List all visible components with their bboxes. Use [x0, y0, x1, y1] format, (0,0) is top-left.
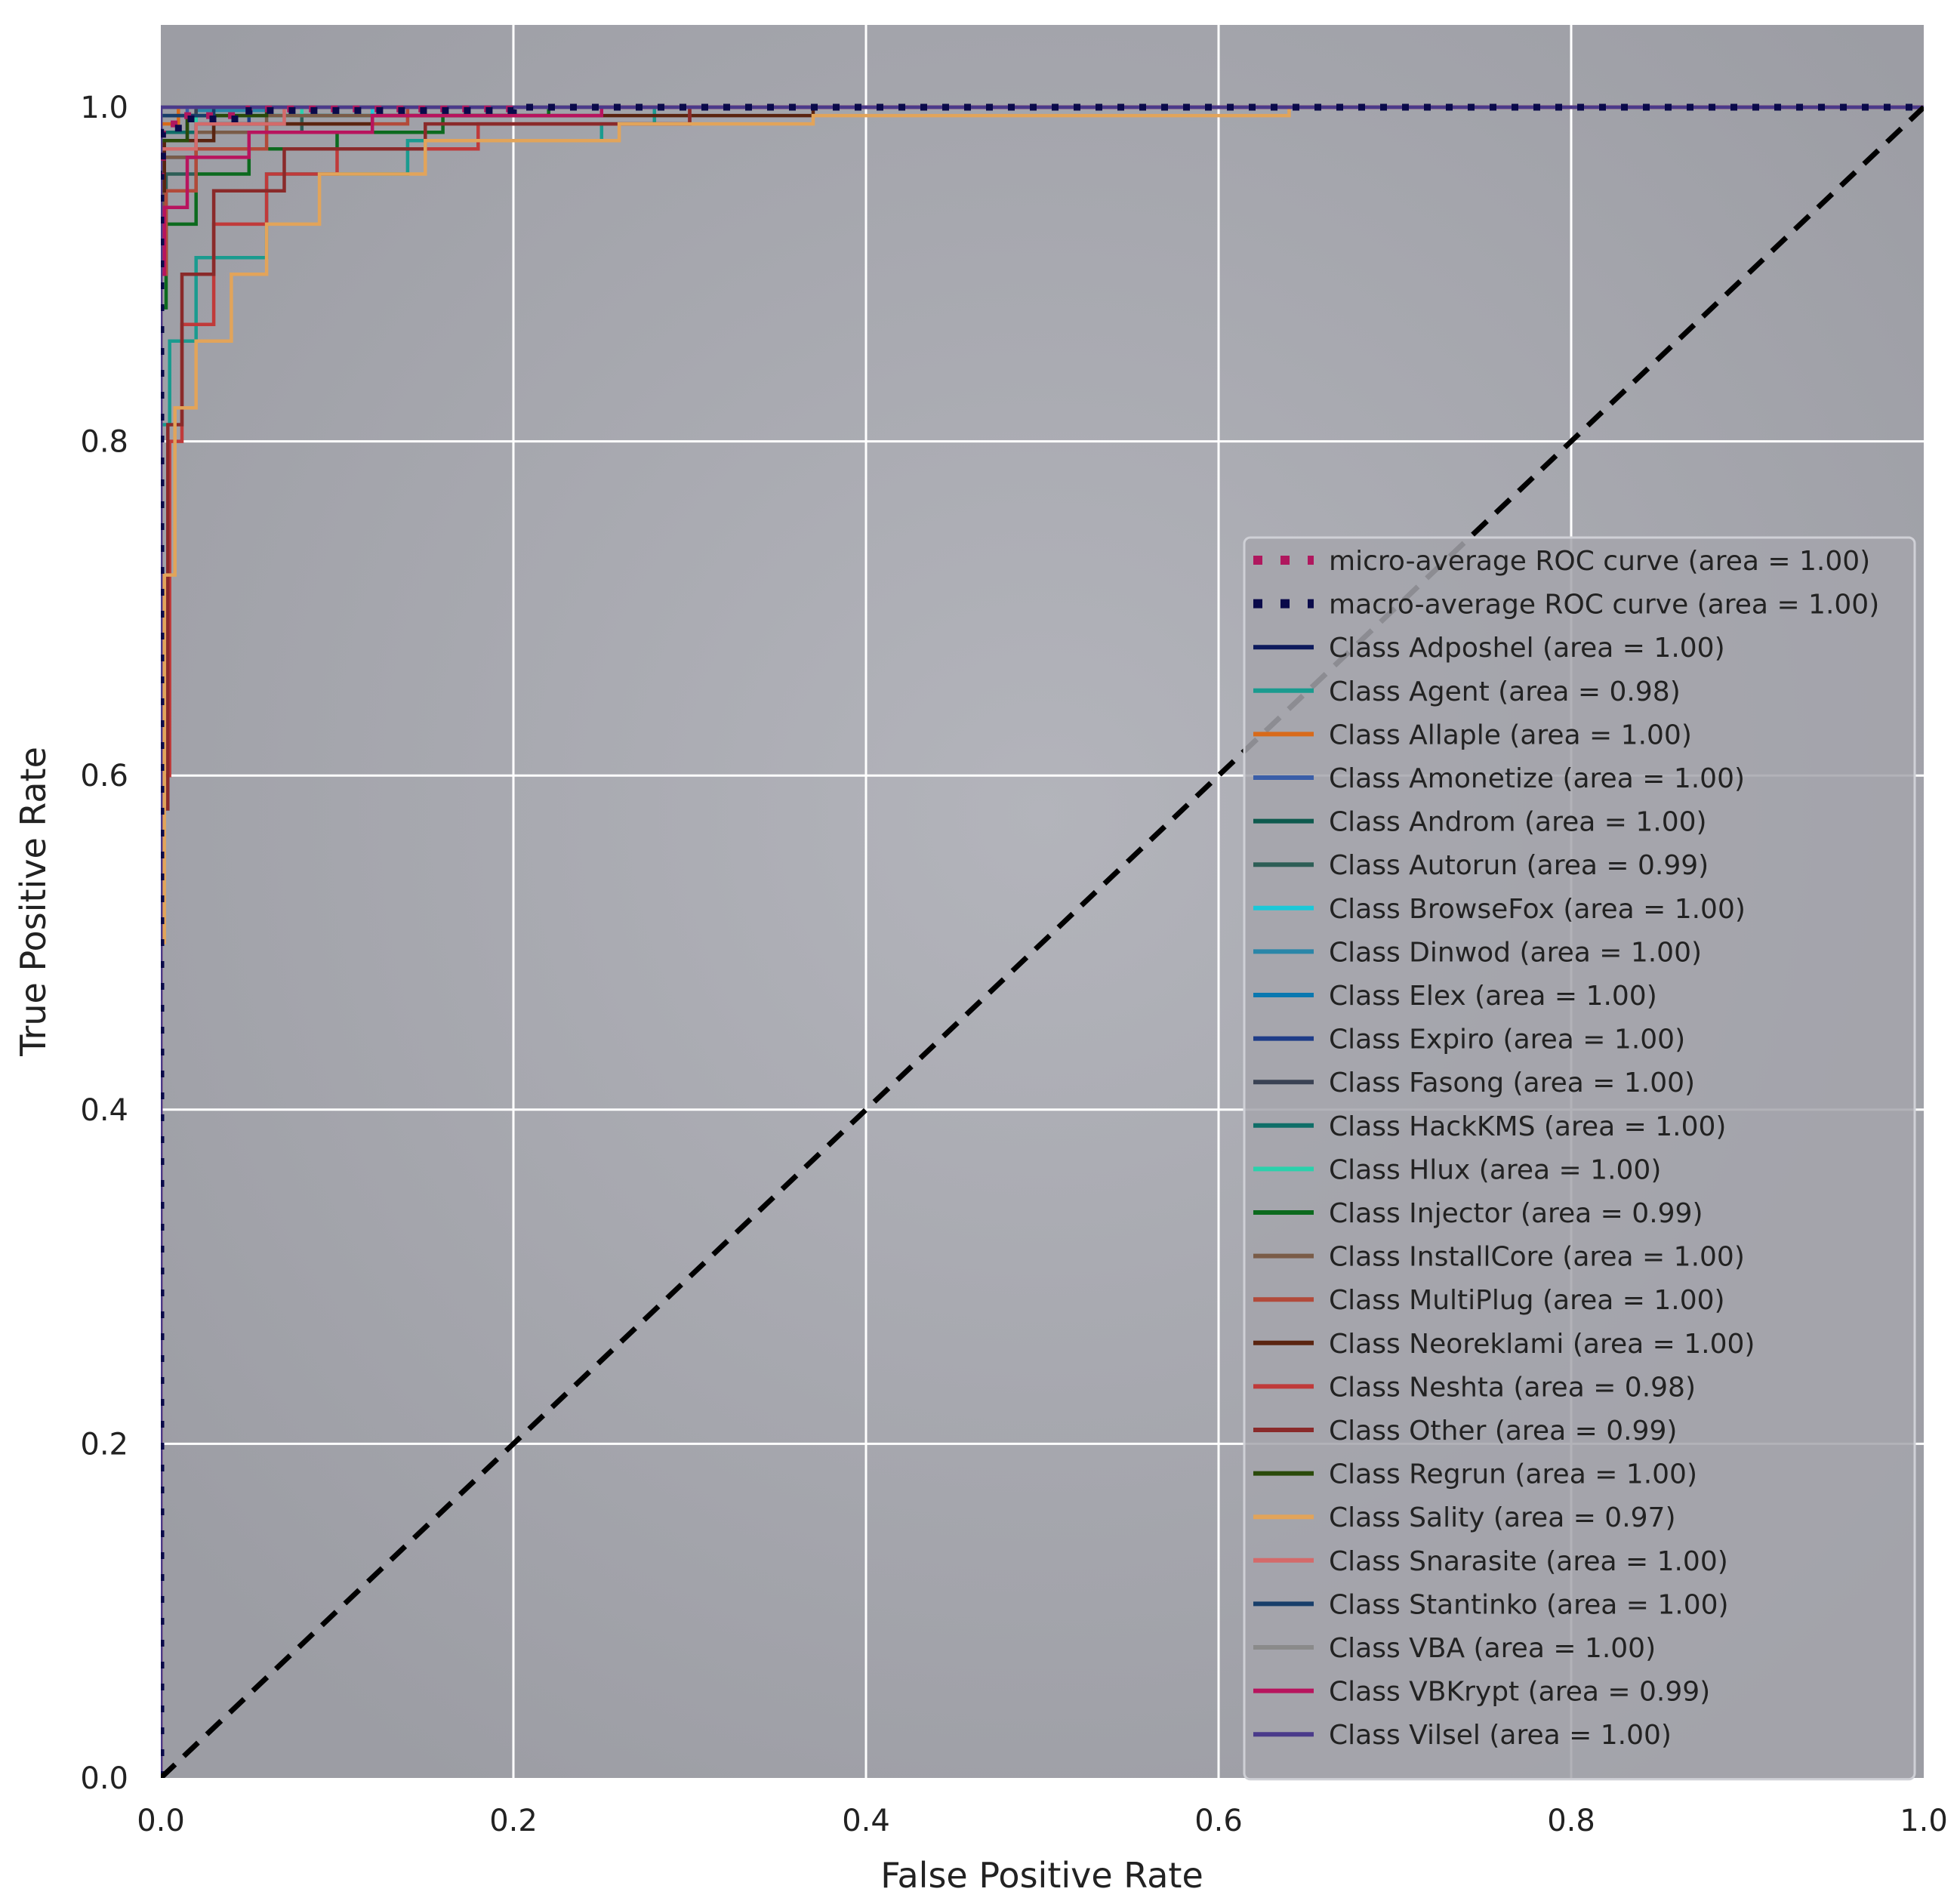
- legend-item: Class Adposhel (area = 1.00): [1253, 633, 1725, 664]
- y-tick-label: 1.0: [80, 91, 128, 125]
- legend-item: Class Snarasite (area = 1.00): [1253, 1546, 1728, 1577]
- roc-curves: [161, 103, 1924, 1778]
- legend-item: micro-average ROC curve (area = 1.00): [1253, 546, 1870, 577]
- legend-label: Class Stantinko (area = 1.00): [1329, 1589, 1729, 1620]
- x-tick-label: 0.6: [1194, 1804, 1243, 1838]
- roc-curve: [161, 105, 1924, 1778]
- legend-item: Class Fasong (area = 1.00): [1253, 1068, 1695, 1098]
- legend-item: Class Allaple (area = 1.00): [1253, 719, 1692, 750]
- chance-line: [161, 105, 1924, 1778]
- legend-label: Class Other (area = 0.99): [1329, 1416, 1677, 1447]
- legend-label: Class Regrun (area = 1.00): [1329, 1459, 1697, 1490]
- legend-label: Class Vilsel (area = 1.00): [1329, 1720, 1672, 1751]
- x-tick-label: 1.0: [1900, 1804, 1948, 1838]
- legend-item: Class Neoreklami (area = 1.00): [1253, 1329, 1755, 1360]
- legend-label: Class HackKMS (area = 1.00): [1329, 1111, 1726, 1142]
- legend-label: macro-average ROC curve (area = 1.00): [1329, 590, 1879, 621]
- legend-label: Class Amonetize (area = 1.00): [1329, 763, 1745, 794]
- legend-label: Class Hlux (area = 1.00): [1329, 1154, 1661, 1185]
- legend-item: Class Expiro (area = 1.00): [1253, 1024, 1685, 1055]
- legend-item: Class Neshta (area = 0.98): [1253, 1372, 1696, 1403]
- legend-label: Class Allaple (area = 1.00): [1329, 719, 1692, 750]
- legend-label: Class BrowseFox (area = 1.00): [1329, 894, 1746, 925]
- legend-item: Class VBA (area = 1.00): [1253, 1633, 1656, 1664]
- legend-label: Class VBA (area = 1.00): [1329, 1633, 1656, 1664]
- legend-label: Class Androm (area = 1.00): [1329, 807, 1707, 838]
- y-tick-label: 0.6: [80, 759, 128, 793]
- legend-item: Class VBKrypt (area = 0.99): [1253, 1677, 1710, 1708]
- legend-item: Class Sality (area = 0.97): [1253, 1502, 1676, 1533]
- roc-curve: [161, 105, 1924, 1778]
- legend: micro-average ROC curve (area = 1.00) mac…: [1243, 536, 1916, 1781]
- roc-curve: [161, 103, 1924, 1778]
- legend-label: Class Sality (area = 0.97): [1329, 1502, 1676, 1533]
- x-tick-label: 0.4: [842, 1804, 890, 1838]
- roc-curve: [161, 105, 1924, 1778]
- y-axis-ticks: 0.0 0.2 0.4 0.6 0.8 1.0: [80, 91, 128, 1796]
- y-tick-label: 0.0: [80, 1761, 128, 1796]
- y-tick-label: 0.4: [80, 1093, 128, 1128]
- legend-label: Class Injector (area = 0.99): [1329, 1198, 1703, 1229]
- legend-label: Class Agent (area = 0.98): [1329, 676, 1681, 707]
- legend-item: Class Other (area = 0.99): [1253, 1416, 1677, 1447]
- legend-item: Class BrowseFox (area = 1.00): [1253, 894, 1746, 925]
- legend-item: Class Injector (area = 0.99): [1253, 1198, 1703, 1229]
- roc-curve: [161, 105, 1924, 1778]
- legend-label: Class Adposhel (area = 1.00): [1329, 633, 1725, 664]
- legend-label: Class MultiPlug (area = 1.00): [1329, 1285, 1725, 1316]
- legend-item: Class Autorun (area = 0.99): [1253, 850, 1709, 881]
- x-tick-label: 0.0: [137, 1804, 185, 1838]
- roc-curve: [161, 105, 1924, 1778]
- legend-item: Class MultiPlug (area = 1.00): [1253, 1285, 1725, 1316]
- legend-label: Class VBKrypt (area = 0.99): [1329, 1677, 1710, 1708]
- legend-item: Class Amonetize (area = 1.00): [1253, 763, 1745, 794]
- legend-label: Class Elex (area = 1.00): [1329, 981, 1657, 1012]
- legend-item: macro-average ROC curve (area = 1.00): [1253, 590, 1879, 621]
- legend-item: Class Elex (area = 1.00): [1253, 981, 1657, 1012]
- legend-item: Class Vilsel (area = 1.00): [1253, 1720, 1672, 1751]
- legend-item: Class Agent (area = 0.98): [1253, 676, 1681, 707]
- legend-box: [1243, 536, 1916, 1781]
- legend-item: Class InstallCore (area = 1.00): [1253, 1242, 1745, 1273]
- legend-label: Class Autorun (area = 0.99): [1329, 850, 1709, 881]
- legend-item: Class Stantinko (area = 1.00): [1253, 1589, 1729, 1620]
- legend-label: Class InstallCore (area = 1.00): [1329, 1242, 1745, 1273]
- x-axis-label: False Positive Rate: [880, 1855, 1203, 1896]
- x-axis-ticks: 0.0 0.2 0.4 0.6 0.8 1.0: [137, 1804, 1948, 1838]
- legend-item: Class Regrun (area = 1.00): [1253, 1459, 1697, 1490]
- legend-item: Class HackKMS (area = 1.00): [1253, 1111, 1726, 1142]
- y-tick-label: 0.8: [80, 425, 128, 460]
- legend-label: Class Dinwod (area = 1.00): [1329, 937, 1702, 968]
- legend-label: Class Neshta (area = 0.98): [1329, 1372, 1696, 1403]
- legend-label: Class Fasong (area = 1.00): [1329, 1068, 1695, 1098]
- y-tick-label: 0.2: [80, 1427, 128, 1462]
- legend-item: Class Dinwod (area = 1.00): [1253, 937, 1702, 968]
- legend-label: Class Snarasite (area = 1.00): [1329, 1546, 1728, 1577]
- legend-item: Class Hlux (area = 1.00): [1253, 1154, 1661, 1185]
- legend-label: Class Neoreklami (area = 1.00): [1329, 1329, 1755, 1360]
- x-tick-label: 0.8: [1547, 1804, 1595, 1838]
- legend-label: Class Expiro (area = 1.00): [1329, 1024, 1685, 1055]
- y-axis-label: True Positive Rate: [13, 747, 54, 1057]
- x-tick-label: 0.2: [489, 1804, 538, 1838]
- legend-label: micro-average ROC curve (area = 1.00): [1329, 546, 1870, 577]
- legend-item: Class Androm (area = 1.00): [1253, 807, 1707, 838]
